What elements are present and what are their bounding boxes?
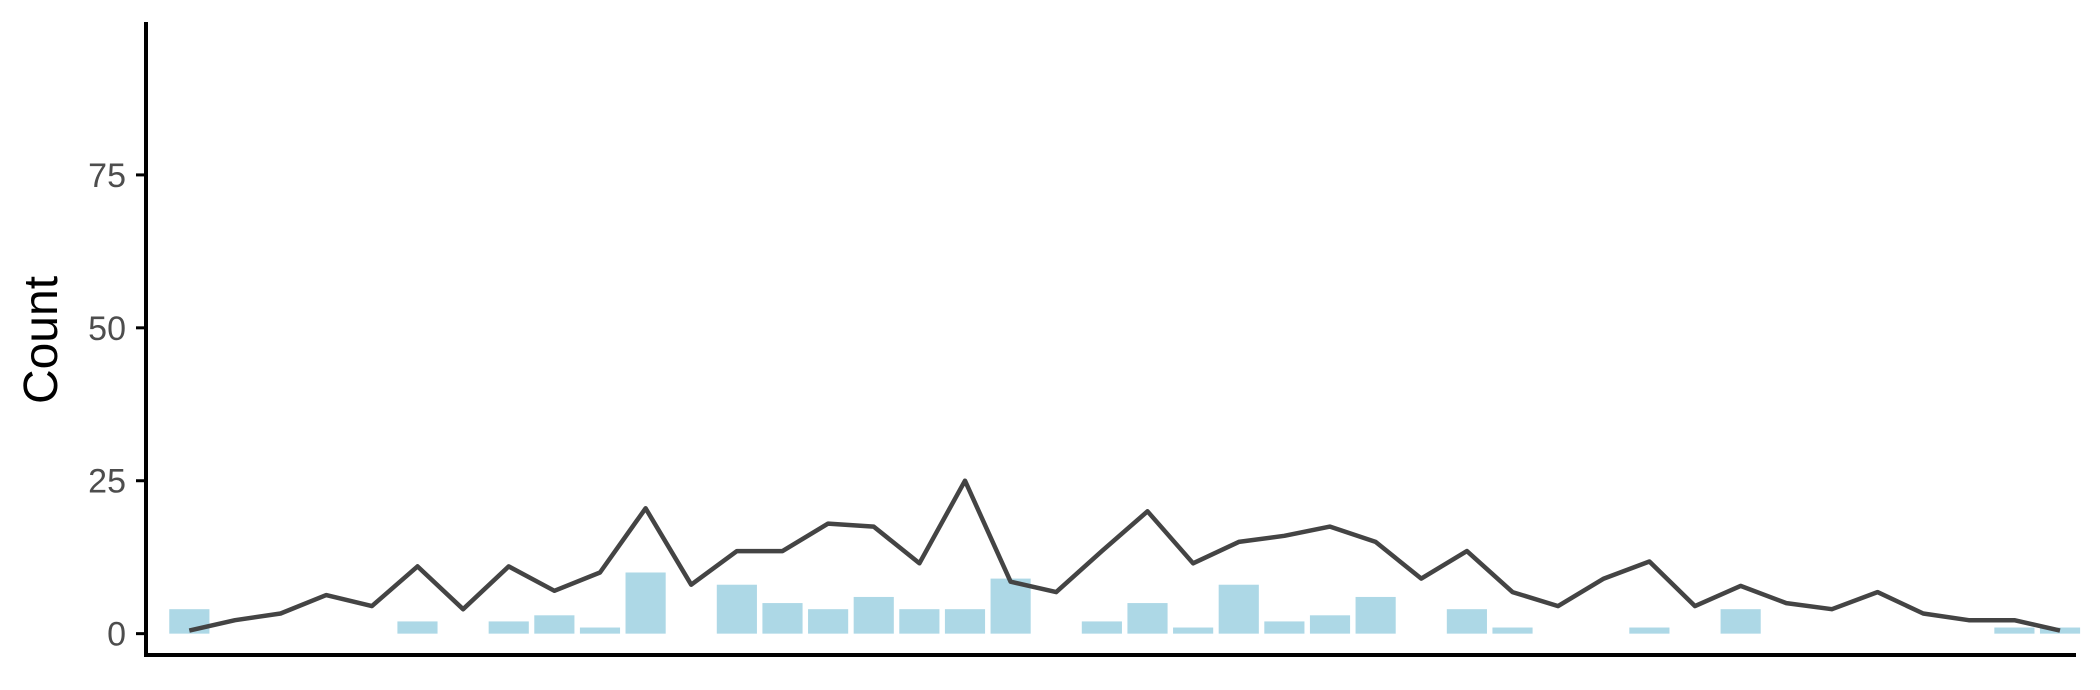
- line-series: [188, 478, 2061, 633]
- bar: [899, 609, 940, 634]
- y-tick-label: 25: [88, 463, 126, 501]
- bar: [716, 584, 757, 634]
- bar-series: [169, 572, 2081, 634]
- bar: [579, 627, 621, 634]
- bar: [1720, 609, 1761, 634]
- bar: [625, 572, 666, 634]
- bar: [1309, 615, 1351, 634]
- bar: [808, 609, 849, 634]
- bar: [1081, 621, 1122, 634]
- bar: [762, 603, 803, 634]
- bar: [534, 615, 575, 634]
- bar: [944, 609, 986, 634]
- bar: [397, 621, 438, 634]
- bar: [488, 621, 529, 634]
- bar: [1629, 627, 1670, 634]
- y-tick-label: 50: [88, 310, 126, 348]
- bar: [1492, 627, 1533, 634]
- bar: [990, 578, 1031, 634]
- y-axis-ticks: 0 25 50 75: [88, 157, 146, 654]
- y-tick-label: 75: [88, 157, 126, 195]
- y-axis-title: Count: [15, 276, 68, 404]
- bar: [1127, 603, 1168, 634]
- bar: [853, 596, 894, 634]
- bar: [1173, 627, 1214, 634]
- bar: [1264, 621, 1305, 634]
- bar: [1218, 584, 1259, 634]
- bar: [1994, 627, 2035, 634]
- y-tick-label: 0: [107, 616, 126, 654]
- bar: [1355, 596, 1396, 634]
- bar: [1446, 609, 1487, 634]
- bar: [2039, 627, 2081, 634]
